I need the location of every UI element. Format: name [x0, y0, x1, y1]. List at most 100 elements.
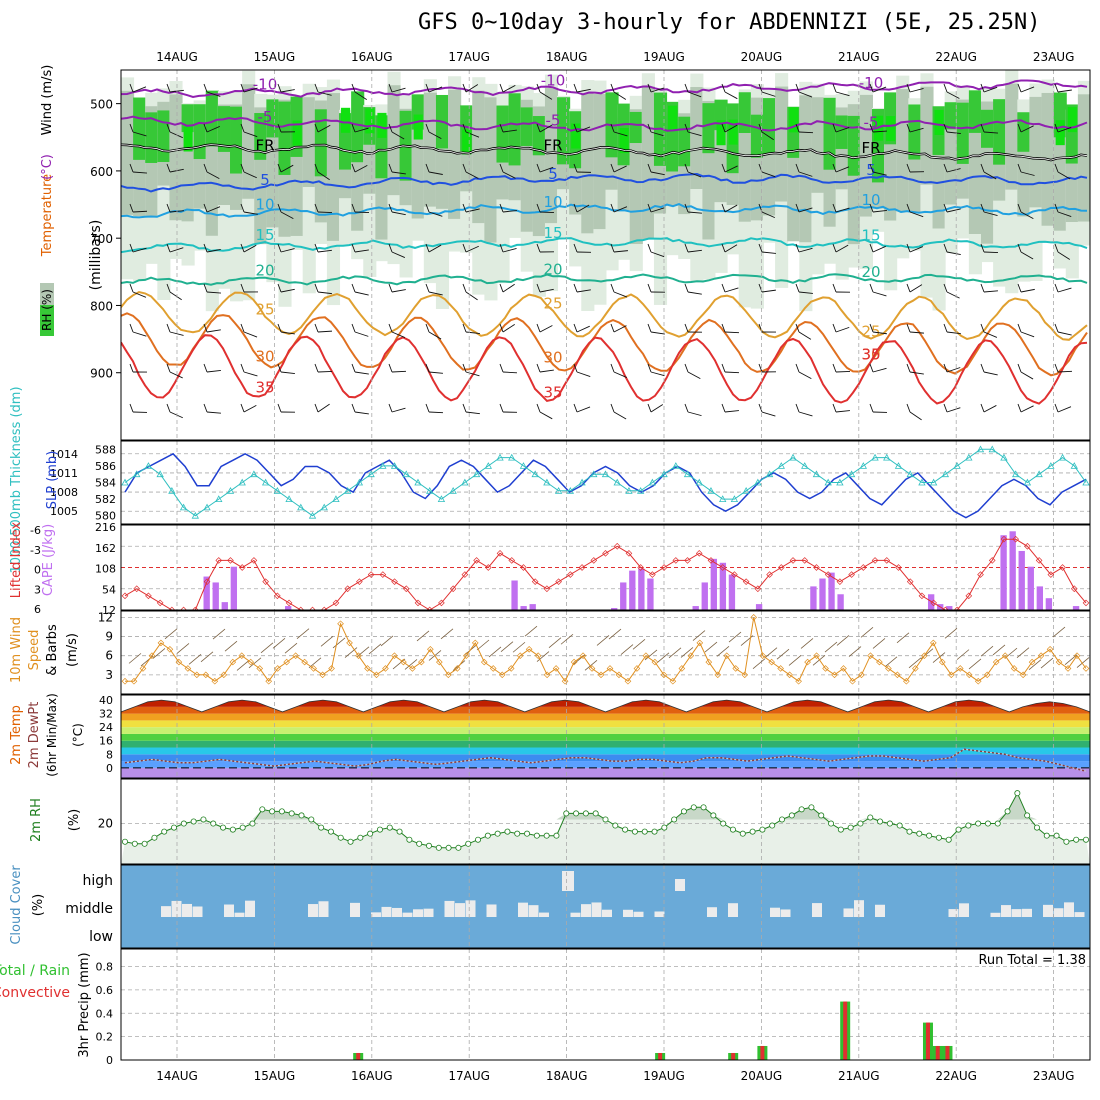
bottom-date-label: 18AUG	[546, 1069, 588, 1083]
bottom-date-label: 16AUG	[351, 1069, 393, 1083]
thickness-marker	[449, 486, 457, 494]
wind-barb	[835, 127, 850, 133]
wind-barb-flag	[1017, 203, 1022, 213]
lifted-marker	[895, 564, 902, 571]
wind-marker	[220, 671, 228, 679]
temp-mask	[121, 695, 1090, 712]
wind-barb-flag	[721, 203, 726, 213]
wind-marker	[1073, 652, 1081, 660]
wind-barb	[539, 325, 553, 333]
wind-barb	[835, 410, 850, 413]
wind-barb	[206, 329, 221, 333]
wind-barb	[835, 91, 850, 97]
wind-barb	[539, 411, 553, 420]
wind-barb-flag	[795, 323, 800, 333]
wind-barb-flag	[240, 83, 245, 93]
cape-bar	[629, 570, 636, 610]
wind-tick-label: 9	[105, 630, 113, 644]
lifted-marker	[203, 578, 211, 585]
lifted-marker	[496, 550, 504, 557]
rh2m-marker	[602, 816, 609, 823]
wind-barb	[428, 331, 442, 340]
wind-barb-10m	[260, 642, 274, 654]
cloud-block	[959, 903, 969, 917]
rh2m-marker	[288, 810, 295, 817]
wind-barb-10m	[620, 644, 634, 655]
rh2m-marker	[278, 808, 285, 815]
wind-barb-flag	[499, 403, 504, 413]
rh-gray-band	[266, 108, 280, 228]
wind-barb-flag	[240, 163, 245, 173]
wind-barb-flag	[351, 403, 356, 413]
cloud-block	[455, 903, 465, 917]
cloud-block	[1064, 902, 1074, 917]
rh-bright-band	[341, 107, 351, 133]
wind-barb	[1020, 331, 1035, 338]
wind-barb-flag	[943, 83, 948, 93]
wind-barb-flag	[980, 323, 985, 333]
top-date-label: 16AUG	[351, 50, 393, 64]
temp-panel	[121, 695, 1090, 778]
wind-barb	[1057, 127, 1072, 133]
thickness-marker	[472, 470, 481, 478]
rh-gray-band	[968, 107, 982, 234]
contour-label: FR	[861, 139, 880, 157]
rh2m-marker	[877, 818, 884, 825]
lifted-marker	[695, 550, 703, 557]
rh-gray-band	[472, 90, 486, 224]
wind-marker	[534, 652, 542, 660]
wind-barb	[354, 371, 369, 375]
top-date-label: 15AUG	[254, 50, 296, 64]
wind-barb-10m	[1016, 647, 1030, 659]
top-date-label: 23AUG	[1033, 50, 1075, 64]
lifted-marker	[754, 585, 762, 593]
lifted-marker	[578, 564, 586, 571]
wind-barb	[1057, 211, 1072, 218]
rh-green-band	[266, 99, 280, 138]
wind-barb-10m	[644, 649, 658, 661]
lifted-marker	[1000, 535, 1008, 543]
rh2m-marker	[916, 830, 923, 837]
wind-barb	[132, 291, 147, 298]
thickness-tick-label: 580	[95, 510, 116, 523]
rh2m-marker	[1063, 838, 1070, 845]
wind-barb	[354, 331, 369, 337]
rh2m-marker	[965, 822, 972, 829]
wind-barb-flag	[1017, 363, 1022, 373]
wind-barb-flag	[166, 243, 171, 253]
thickness-marker	[578, 478, 586, 486]
rh2m-marker	[376, 826, 383, 833]
wind-barb-10m	[1028, 659, 1042, 670]
wind-barb-flag	[980, 283, 985, 293]
cloud-block	[1011, 909, 1022, 917]
wind-marker	[157, 639, 165, 647]
cloud-block	[413, 909, 423, 917]
slp-tick-label: 1011	[50, 467, 78, 480]
wind-barb	[1020, 288, 1035, 293]
wind-barb-10m	[932, 652, 946, 663]
wind-barb	[983, 131, 998, 134]
freezing-line-core	[121, 144, 1088, 161]
wind-barb	[687, 211, 702, 214]
rh2m-marker	[161, 828, 168, 835]
wind-barb-flag	[684, 403, 689, 413]
wind-barb-flag	[277, 403, 282, 413]
wind-barb	[243, 404, 257, 413]
wind-marker	[301, 658, 308, 666]
wind-barb	[835, 166, 850, 173]
run-total: Run Total = 1.38	[978, 953, 1086, 968]
wind-barb-flag	[795, 283, 800, 293]
lifted-marker	[402, 585, 410, 593]
cloud-block	[623, 909, 633, 917]
wind-barb-10m	[884, 656, 898, 668]
rh2m-marker	[1083, 836, 1090, 843]
thickness-marker	[976, 445, 985, 453]
wind-barb-flag	[573, 323, 578, 333]
lifted-marker	[520, 564, 527, 571]
wind-barb-flag	[795, 123, 800, 133]
wind-barb	[206, 411, 221, 414]
rh2m-marker	[788, 812, 795, 819]
rh-gray-band	[544, 88, 559, 224]
thickness-marker	[332, 495, 340, 502]
wind-barb	[798, 131, 814, 134]
